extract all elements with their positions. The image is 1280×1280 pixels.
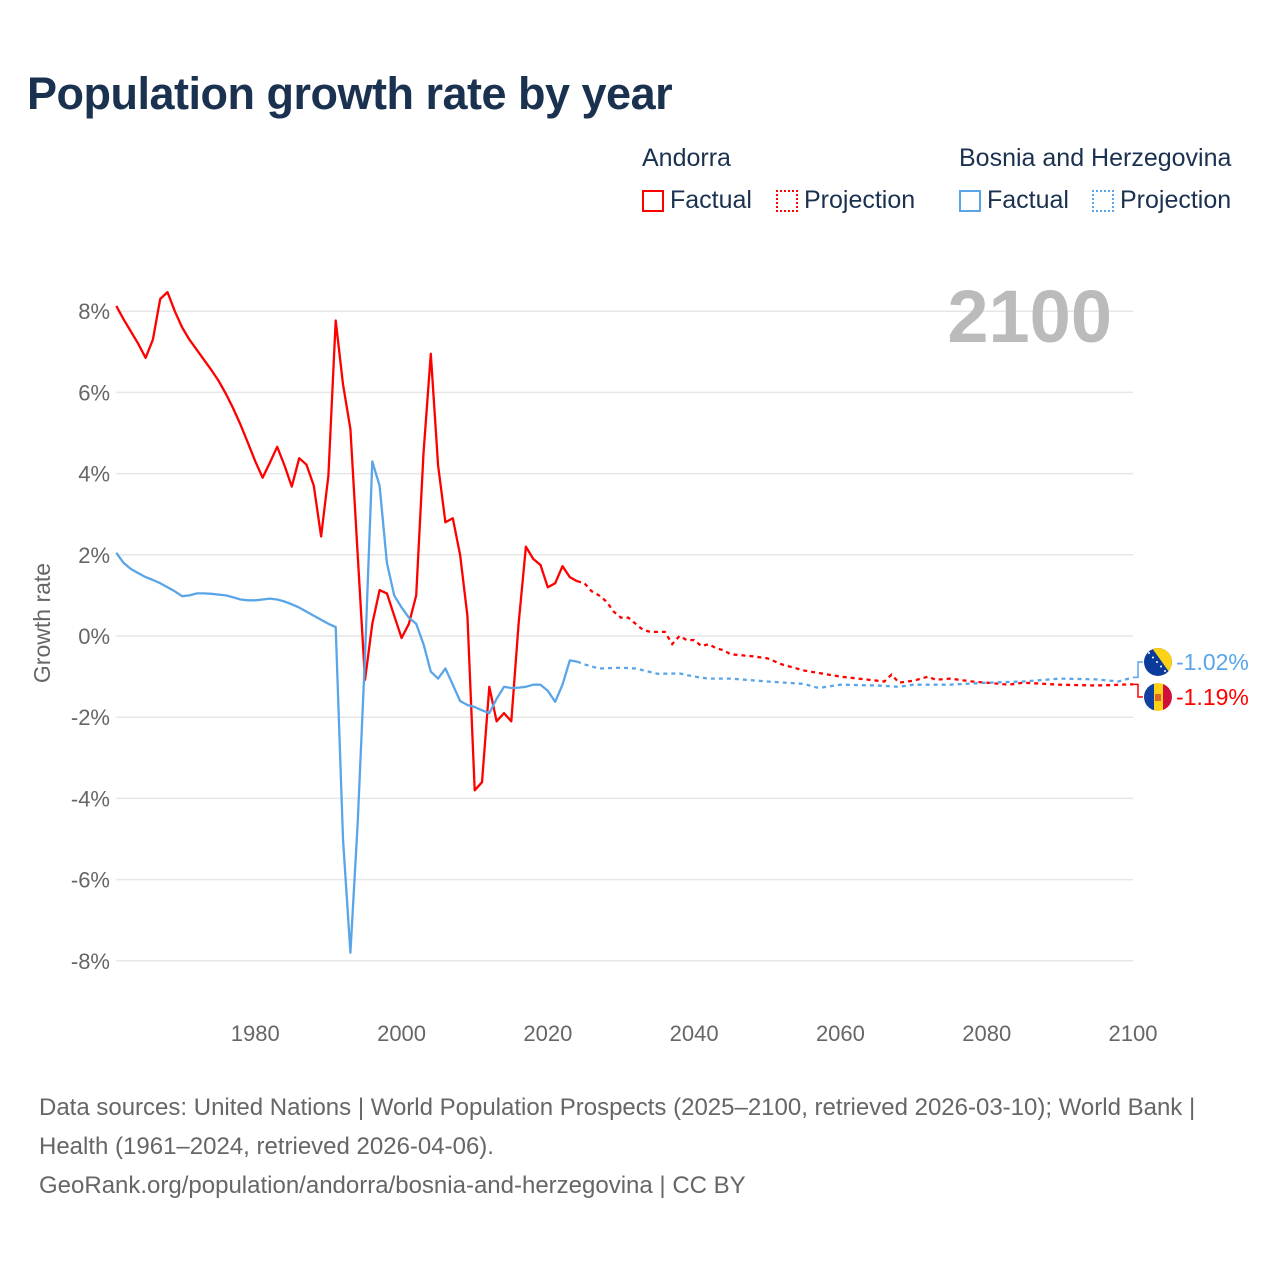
x-tick-label: 2060 bbox=[816, 1021, 865, 1046]
x-tick-label: 2000 bbox=[377, 1021, 426, 1046]
source-link[interactable]: GeoRank.org/population/andorra/bosnia-an… bbox=[39, 1172, 746, 1199]
andorra-flag-icon bbox=[1144, 683, 1172, 711]
chart-title: Population growth rate by year bbox=[27, 68, 673, 119]
y-tick-label: -2% bbox=[71, 705, 110, 730]
series-line-projection-bosnia bbox=[576, 660, 1134, 690]
dotted-swatch-icon bbox=[776, 189, 798, 212]
y-tick-label: 0% bbox=[78, 624, 110, 649]
y-axis-label: Growth rate bbox=[29, 563, 55, 683]
x-tick-label: 1980 bbox=[231, 1021, 280, 1046]
y-tick-label: -8% bbox=[71, 949, 110, 974]
bosnia-flag-icon bbox=[1144, 648, 1172, 676]
series-line-factual-andorra bbox=[115, 290, 578, 792]
end-value-label: -1.19% bbox=[1176, 684, 1249, 710]
legend-bosnia-projection[interactable]: Projection bbox=[1092, 186, 1231, 215]
x-tick-label: 2080 bbox=[962, 1021, 1011, 1046]
y-tick-label: 8% bbox=[78, 299, 110, 324]
end-label-connector bbox=[1133, 683, 1143, 698]
x-tick-label: 2040 bbox=[670, 1021, 719, 1046]
x-tick-label: 2100 bbox=[1109, 1021, 1158, 1046]
y-tick-label: -4% bbox=[71, 786, 110, 811]
end-value-label: -1.02% bbox=[1176, 649, 1249, 675]
legend-andorra-factual[interactable]: Factual bbox=[642, 186, 752, 215]
legend-andorra-projection[interactable]: Projection bbox=[776, 186, 915, 215]
legend-label: Projection bbox=[804, 186, 916, 214]
end-label-connector bbox=[1133, 661, 1143, 679]
y-tick-label: 6% bbox=[78, 380, 110, 405]
legend-label: Projection bbox=[1120, 186, 1232, 214]
dotted-swatch-icon bbox=[1092, 189, 1114, 212]
y-tick-label: -6% bbox=[71, 868, 110, 893]
legend-label: Factual bbox=[670, 186, 752, 214]
x-tick-label: 2020 bbox=[523, 1021, 572, 1046]
data-sources: Data sources: United Nations | World Pop… bbox=[39, 1094, 1196, 1160]
solid-swatch-icon bbox=[959, 189, 981, 212]
series-line-factual-bosnia bbox=[115, 460, 578, 954]
legend-label: Factual bbox=[987, 186, 1069, 214]
solid-swatch-icon bbox=[642, 189, 664, 212]
line-chart: 8% 6% 4% 2% 0% -2% -4% -6% -8% 1980 2000 2020 2040 20… bbox=[29, 275, 1249, 1046]
year-overlay: 2100 bbox=[947, 275, 1112, 358]
y-tick-label: 2% bbox=[78, 543, 110, 568]
legend-group-andorra: Andorra bbox=[642, 144, 731, 172]
legend-bosnia-factual[interactable]: Factual bbox=[959, 186, 1069, 215]
y-tick-label: 4% bbox=[78, 462, 110, 487]
series-line-projection-andorra bbox=[576, 580, 1134, 687]
footer: Data sources: United Nations | World Pop… bbox=[39, 1088, 1239, 1205]
legend-group-bosnia: Bosnia and Herzegovina bbox=[959, 144, 1232, 172]
